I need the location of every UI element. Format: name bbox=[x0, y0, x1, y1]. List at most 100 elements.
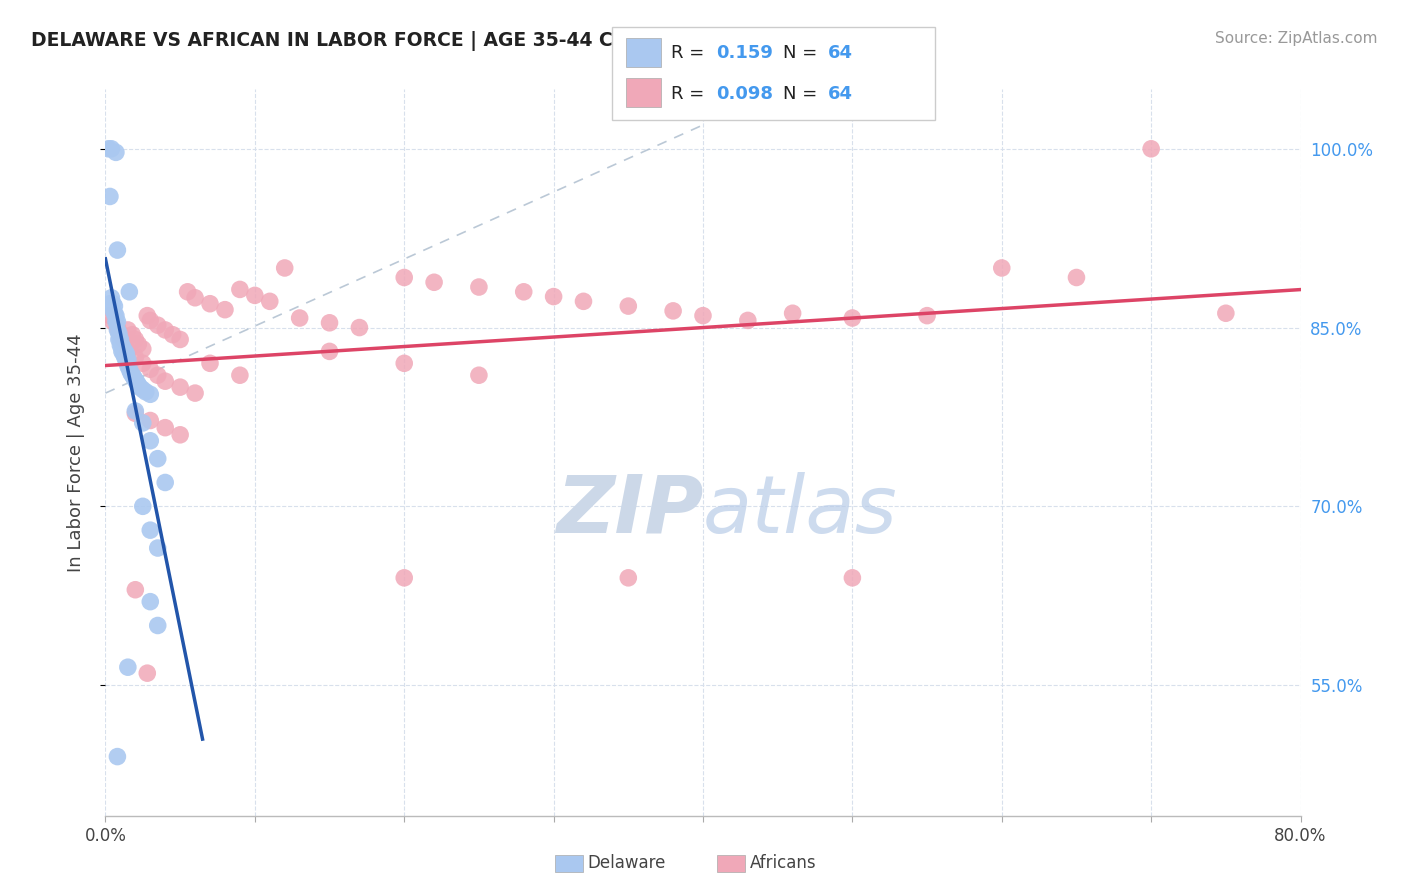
Point bbox=[259, 294, 281, 309]
Point bbox=[155, 475, 177, 490]
Point bbox=[146, 318, 169, 333]
Point bbox=[243, 288, 266, 302]
Point bbox=[468, 280, 491, 294]
Point bbox=[692, 309, 714, 323]
Text: atlas: atlas bbox=[703, 472, 898, 549]
Point bbox=[124, 406, 146, 420]
Point bbox=[169, 333, 191, 347]
Point bbox=[98, 189, 121, 203]
Point bbox=[112, 347, 135, 361]
Point bbox=[139, 387, 162, 401]
Point bbox=[572, 294, 595, 309]
Point bbox=[97, 142, 120, 156]
Point bbox=[121, 368, 143, 383]
Point bbox=[155, 374, 177, 388]
Point bbox=[100, 291, 122, 305]
Point bbox=[117, 660, 139, 674]
Point bbox=[110, 333, 132, 347]
Point bbox=[146, 368, 169, 383]
Point bbox=[100, 142, 122, 156]
Point bbox=[117, 359, 139, 373]
Point bbox=[139, 523, 162, 537]
Point bbox=[136, 309, 159, 323]
Point bbox=[124, 333, 146, 347]
Point bbox=[394, 270, 416, 285]
Point bbox=[110, 326, 132, 341]
Point bbox=[117, 344, 139, 359]
Point bbox=[136, 666, 159, 681]
Point bbox=[139, 595, 162, 609]
Point bbox=[229, 282, 252, 296]
Point bbox=[107, 243, 129, 257]
Point bbox=[125, 376, 148, 390]
Point bbox=[103, 299, 125, 313]
Point bbox=[132, 356, 155, 370]
Point bbox=[146, 451, 169, 466]
Point bbox=[101, 302, 124, 317]
Point bbox=[394, 571, 416, 585]
Point bbox=[915, 309, 938, 323]
Text: N =: N = bbox=[783, 44, 823, 62]
Point bbox=[111, 344, 134, 359]
Point bbox=[132, 342, 155, 356]
Point bbox=[146, 541, 169, 555]
Point bbox=[127, 377, 149, 392]
Point bbox=[782, 306, 804, 320]
Point bbox=[198, 296, 221, 310]
Point bbox=[132, 416, 155, 430]
Point bbox=[139, 362, 162, 376]
Text: R =: R = bbox=[671, 85, 710, 103]
Point bbox=[127, 337, 149, 351]
Point bbox=[107, 749, 129, 764]
Text: 64: 64 bbox=[828, 85, 853, 103]
Point bbox=[101, 296, 124, 310]
Point bbox=[349, 320, 371, 334]
Text: Africans: Africans bbox=[749, 855, 815, 872]
Point bbox=[114, 344, 136, 359]
Point bbox=[120, 366, 142, 380]
Point bbox=[104, 145, 127, 160]
Point bbox=[124, 404, 146, 418]
Point bbox=[176, 285, 198, 299]
Point bbox=[229, 368, 252, 383]
Point bbox=[104, 309, 127, 323]
Point bbox=[184, 386, 207, 401]
Point bbox=[104, 315, 127, 329]
Point bbox=[107, 320, 129, 334]
Text: DELAWARE VS AFRICAN IN LABOR FORCE | AGE 35-44 CORRELATION CHART: DELAWARE VS AFRICAN IN LABOR FORCE | AGE… bbox=[31, 31, 824, 51]
Point bbox=[124, 373, 146, 387]
Point bbox=[273, 260, 295, 275]
Point bbox=[1215, 306, 1237, 320]
Point bbox=[146, 618, 169, 632]
Point bbox=[114, 351, 136, 365]
Point bbox=[107, 315, 129, 329]
Point bbox=[513, 285, 536, 299]
Point bbox=[662, 304, 685, 318]
Point bbox=[117, 323, 139, 337]
Point bbox=[139, 413, 162, 427]
Point bbox=[169, 427, 191, 442]
Point bbox=[423, 275, 446, 289]
Point bbox=[318, 344, 340, 359]
Point bbox=[124, 582, 146, 597]
Point bbox=[841, 311, 863, 326]
Point bbox=[101, 315, 124, 329]
Point bbox=[115, 354, 138, 368]
Point bbox=[121, 327, 143, 342]
Point bbox=[288, 311, 311, 326]
Point bbox=[112, 342, 135, 356]
Point bbox=[543, 289, 565, 303]
Point bbox=[184, 291, 207, 305]
Point bbox=[118, 285, 141, 299]
Point bbox=[115, 347, 138, 361]
Point bbox=[110, 338, 132, 352]
Point bbox=[737, 313, 759, 327]
Point bbox=[318, 316, 340, 330]
Point bbox=[468, 368, 491, 383]
Point bbox=[214, 302, 236, 317]
Text: 64: 64 bbox=[828, 44, 853, 62]
Point bbox=[108, 326, 131, 341]
Text: R =: R = bbox=[671, 44, 710, 62]
Point bbox=[169, 380, 191, 394]
Point bbox=[139, 434, 162, 448]
